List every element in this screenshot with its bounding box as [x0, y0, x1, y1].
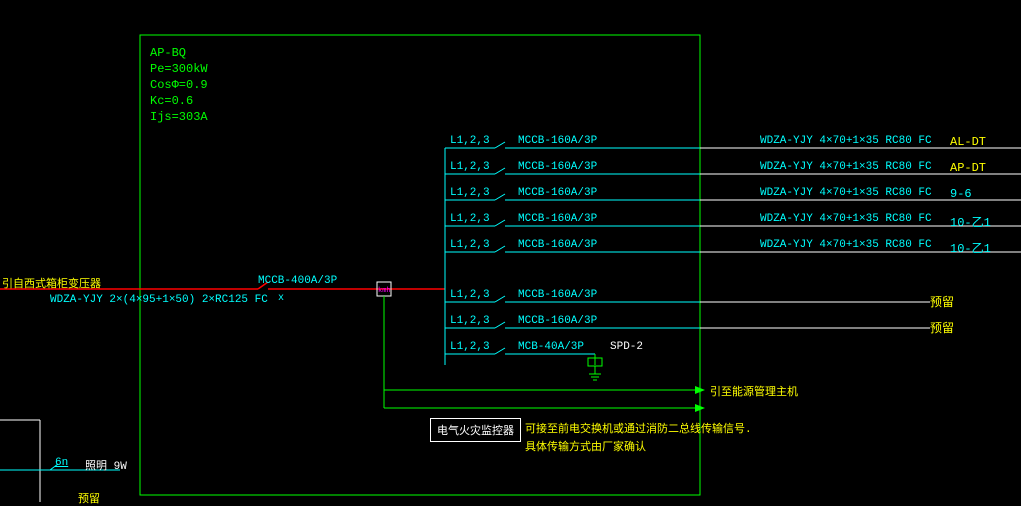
- breaker-label-7: MCCB-160A/3P: [518, 315, 597, 327]
- phase-label-1: L1,2,3: [450, 135, 490, 147]
- cable-label-5: WDZA-YJY 4×70+1×35 RC80 FC: [760, 239, 932, 251]
- phase-label-7: L1,2,3: [450, 315, 490, 327]
- panel-header: AP-BQ Pe=300kW CosΦ=0.9 Kc=0.6 Ijs=303A: [150, 45, 208, 125]
- panel-cos: CosΦ=0.9: [150, 77, 208, 93]
- dest-label-4: 10-乙1: [950, 213, 991, 230]
- dest-label-6: 预留: [930, 293, 954, 310]
- main-breaker-label: MCCB-400A/3P: [258, 275, 337, 287]
- dest-label-3: 9-6: [950, 187, 972, 201]
- panel-ijs: Ijs=303A: [150, 109, 208, 125]
- bl-label-3: 预留: [78, 490, 100, 506]
- breaker-label-2: MCCB-160A/3P: [518, 161, 597, 173]
- panel-name: AP-BQ: [150, 45, 208, 61]
- note-2: 具体传输方式由厂家确认: [525, 438, 646, 454]
- cable-label-1: WDZA-YJY 4×70+1×35 RC80 FC: [760, 135, 932, 147]
- breaker-label-4: MCCB-160A/3P: [518, 213, 597, 225]
- cable-label-4: WDZA-YJY 4×70+1×35 RC80 FC: [760, 213, 932, 225]
- phase-label-4: L1,2,3: [450, 213, 490, 225]
- bl-label-2: 照明 9W: [85, 457, 127, 473]
- cable-label-2: WDZA-YJY 4×70+1×35 RC80 FC: [760, 161, 932, 173]
- breaker-label-1: MCCB-160A/3P: [518, 135, 597, 147]
- dest-label-5: 10-乙1: [950, 239, 991, 256]
- phase-label-8: L1,2,3: [450, 341, 490, 353]
- cable-label-3: WDZA-YJY 4×70+1×35 RC80 FC: [760, 187, 932, 199]
- svg-text:kmh: kmh: [378, 287, 391, 295]
- dest-label-2: AP-DT: [950, 161, 986, 175]
- panel-kc: Kc=0.6: [150, 93, 208, 109]
- breaker-label-6: MCCB-160A/3P: [518, 289, 597, 301]
- dest-label-7: 预留: [930, 319, 954, 336]
- svg-text:x: x: [278, 293, 284, 304]
- breaker-label-3: MCCB-160A/3P: [518, 187, 597, 199]
- dest-label-1: AL-DT: [950, 135, 986, 149]
- bl-label-1: 6n: [55, 457, 68, 469]
- phase-label-5: L1,2,3: [450, 239, 490, 251]
- incoming-cable: WDZA-YJY 2×(4×95+1×50) 2×RC125 FC: [50, 294, 268, 306]
- phase-label-3: L1,2,3: [450, 187, 490, 199]
- breaker-label-8: MCB-40A/3P: [518, 341, 584, 353]
- incoming-source: 引自西式箱柜变压器: [2, 275, 101, 291]
- fire-detector-box: 电气火灾监控器: [430, 418, 521, 442]
- breaker-label-5: MCCB-160A/3P: [518, 239, 597, 251]
- panel-pe: Pe=300kW: [150, 61, 208, 77]
- energy-mgmt-label: 引至能源管理主机: [710, 383, 798, 399]
- note-1: 可接至前电交换机或通过消防二总线传输信号.: [525, 420, 752, 436]
- phase-label-2: L1,2,3: [450, 161, 490, 173]
- spd-label: SPD-2: [610, 341, 643, 353]
- phase-label-6: L1,2,3: [450, 289, 490, 301]
